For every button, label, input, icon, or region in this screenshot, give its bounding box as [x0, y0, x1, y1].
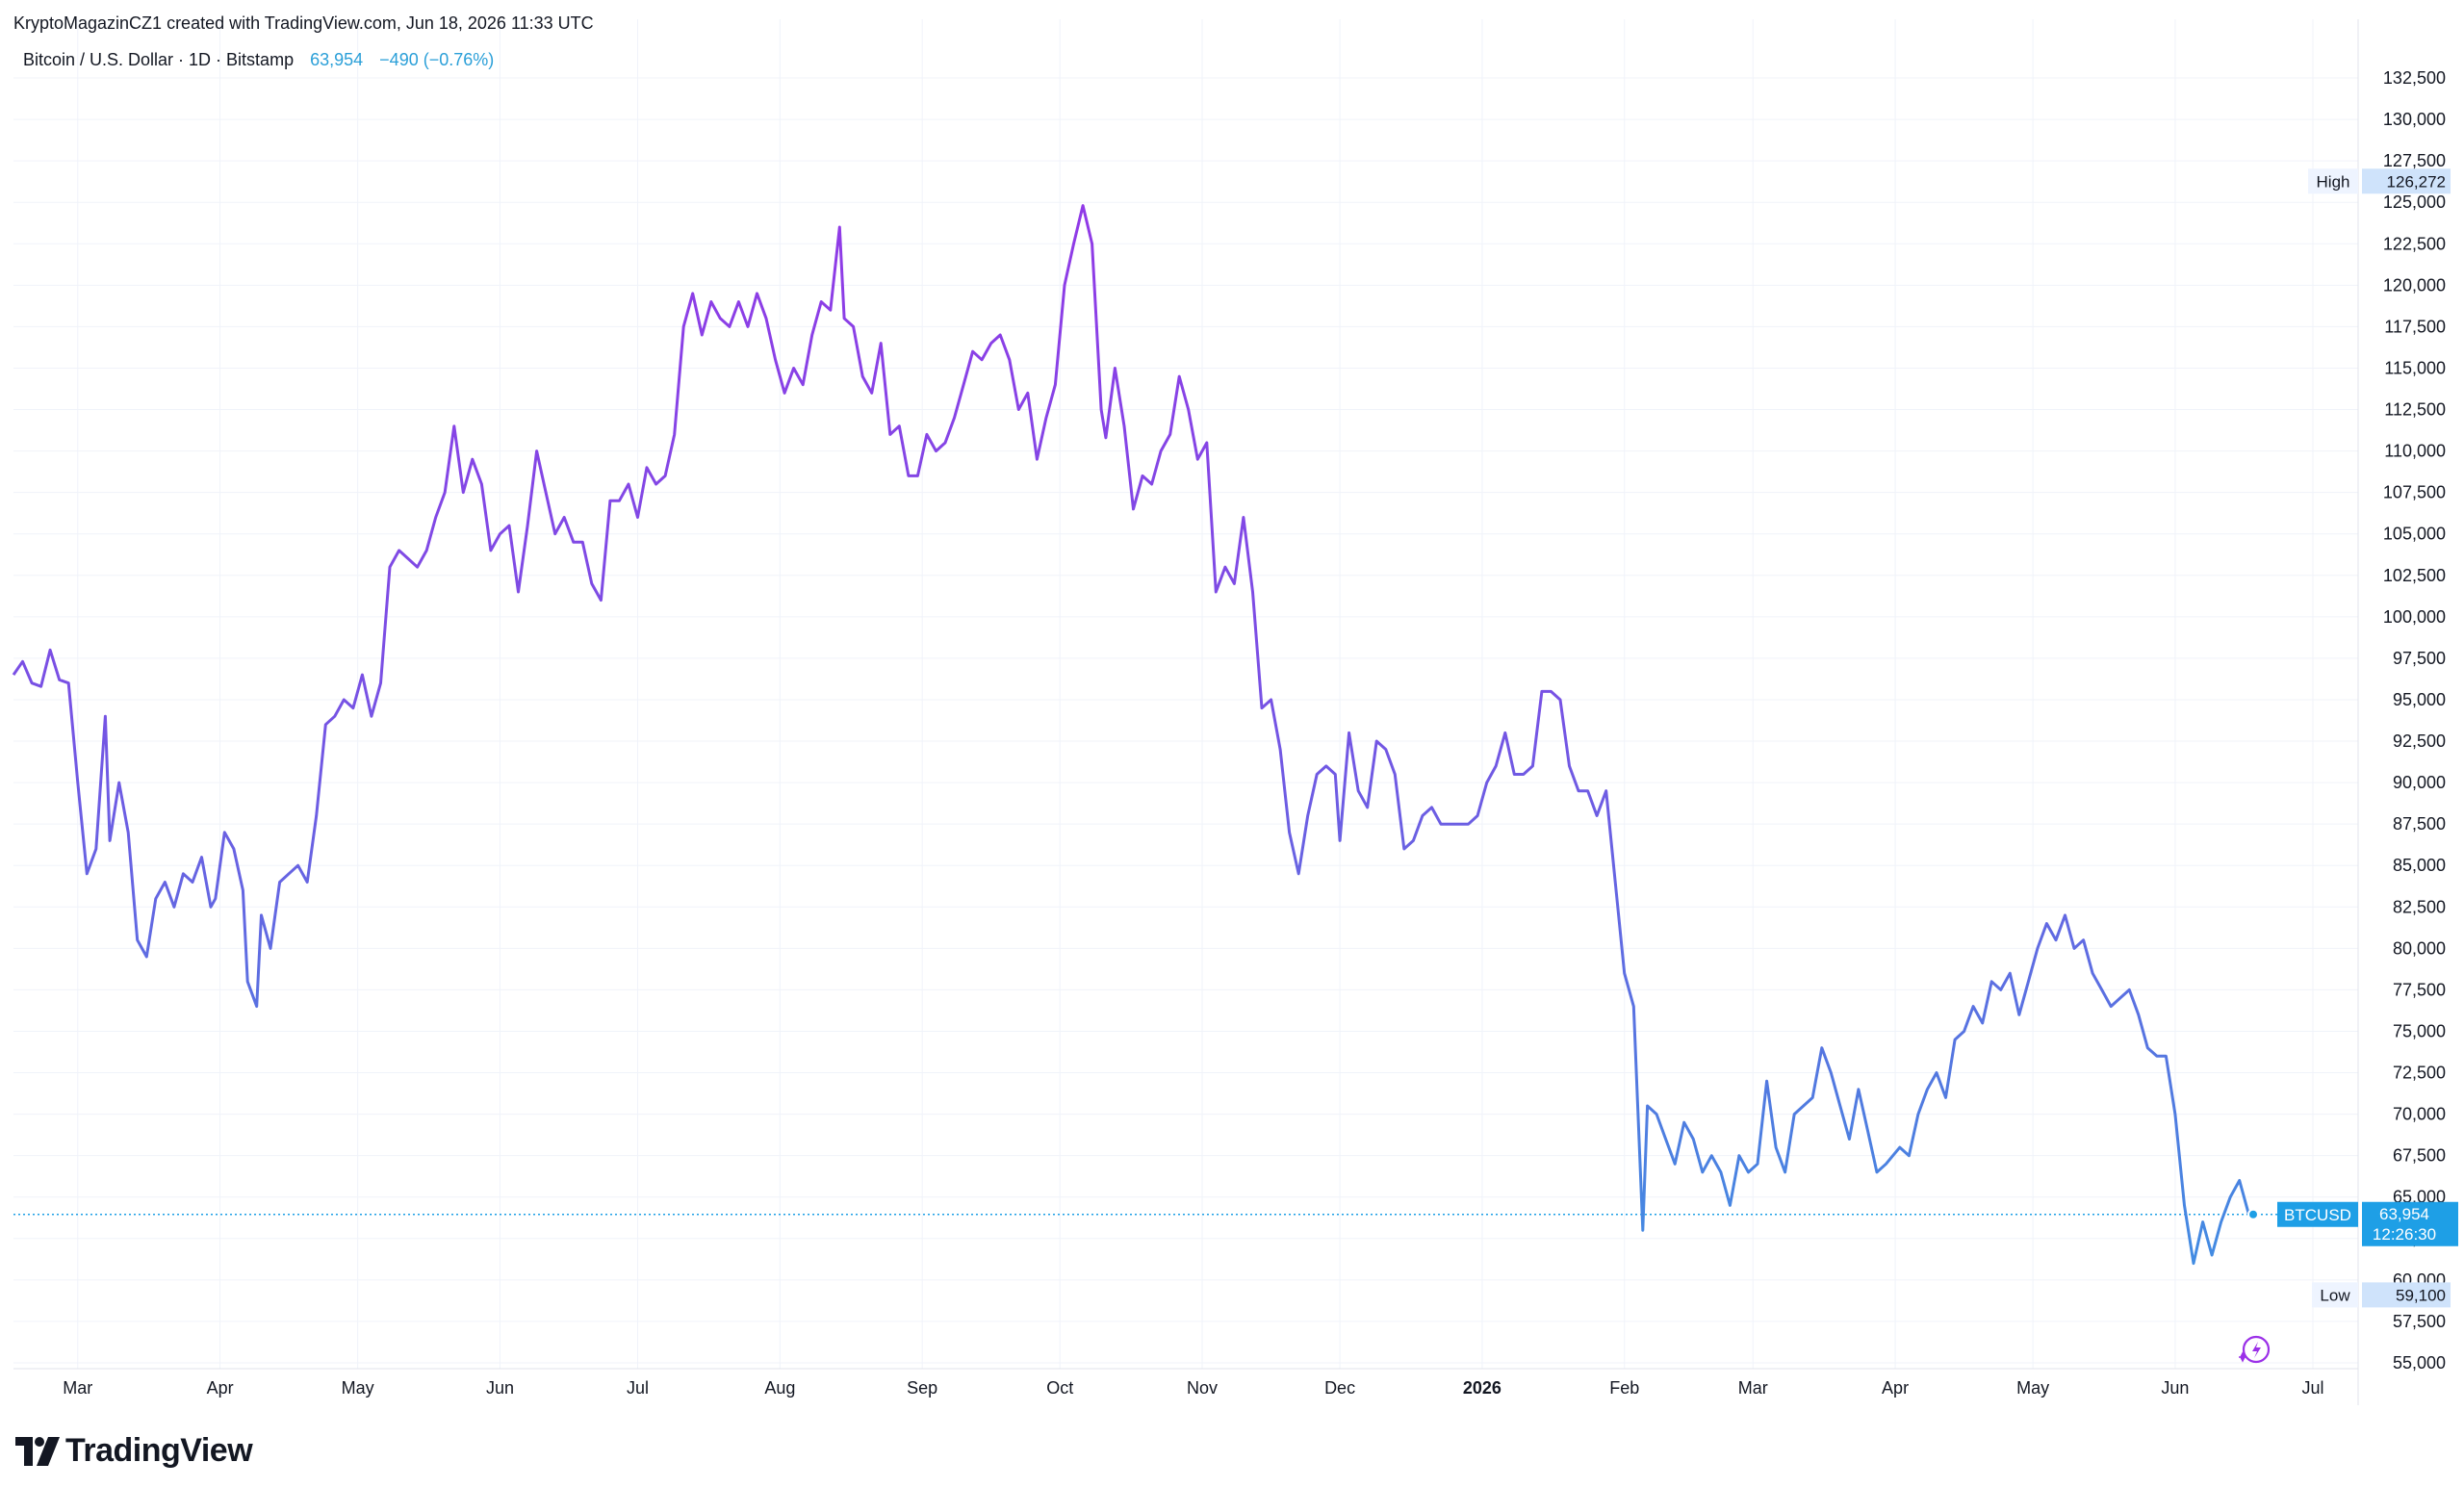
legend-last-value: 63,954	[310, 50, 364, 69]
series-line[interactable]	[12, 204, 2254, 1266]
x-tick-label: Feb	[1609, 1378, 1639, 1398]
y-tick-label: 82,500	[2393, 897, 2446, 916]
x-tick-label: May	[342, 1378, 374, 1398]
y-tick-label: 57,500	[2393, 1312, 2446, 1331]
y-tick-label: 130,000	[2383, 110, 2446, 129]
x-tick-label: Apr	[207, 1378, 234, 1398]
x-tick-label: Jun	[486, 1378, 514, 1398]
y-tick-label: 112,500	[2384, 400, 2446, 420]
y-tick-label: 117,500	[2384, 317, 2446, 336]
x-tick-label: Dec	[1324, 1378, 1355, 1398]
y-tick-label: 80,000	[2393, 938, 2446, 958]
x-tick-label: Jul	[627, 1378, 649, 1398]
series-legend: Bitcoin / U.S. Dollar · 1D · Bitstamp 63…	[23, 50, 494, 70]
y-tick-label: 125,000	[2383, 192, 2446, 212]
x-tick-label: Mar	[63, 1378, 92, 1398]
high-label-value: 126,272	[2387, 172, 2446, 191]
time-axis-labels: Mar Apr May Jun Jul Aug Sep Oct Nov Dec 2026 Feb Mar…	[63, 1378, 2323, 1398]
y-tick-label: 120,000	[2383, 275, 2446, 295]
high-label: High 126,272	[2308, 168, 2451, 194]
y-tick-label: 132,500	[2383, 68, 2446, 88]
x-tick-label: Nov	[1187, 1378, 1218, 1398]
brand-name: TradingView	[65, 1432, 253, 1469]
y-tick-label: 115,000	[2384, 358, 2446, 377]
y-tick-label: 72,500	[2393, 1064, 2446, 1083]
y-tick-label: 55,000	[2393, 1353, 2446, 1373]
y-tick-label: 70,000	[2393, 1105, 2446, 1124]
last-price-value: 63,954	[2379, 1205, 2429, 1223]
brand-logo[interactable]: TradingView	[15, 1432, 253, 1470]
x-tick-label: Sep	[907, 1378, 937, 1398]
last-price-tag: BTCUSD 63,954 12:26:30	[2277, 1201, 2458, 1246]
y-tick-label: 67,500	[2393, 1146, 2446, 1166]
y-tick-label: 122,500	[2383, 234, 2446, 253]
ticker-label: BTCUSD	[2284, 1206, 2351, 1224]
y-tick-label: 105,000	[2383, 525, 2446, 544]
x-tick-label: 2026	[1463, 1378, 1502, 1398]
bar-countdown: 12:26:30	[2373, 1225, 2436, 1244]
y-tick-label: 85,000	[2393, 856, 2446, 875]
last-point	[2247, 1208, 2260, 1220]
y-tick-label: 107,500	[2383, 483, 2446, 502]
x-tick-label: Jul	[2301, 1378, 2323, 1398]
y-tick-label: 90,000	[2393, 773, 2446, 792]
tradingview-logo-icon	[15, 1436, 60, 1466]
y-tick-label: 87,500	[2393, 814, 2446, 834]
y-tick-label: 95,000	[2393, 690, 2446, 709]
low-label-value: 59,100	[2396, 1286, 2446, 1304]
price-axis-labels: 55,00057,50060,00062,50065,00067,50070,0…	[2383, 68, 2446, 1373]
symbol-description: Bitcoin / U.S. Dollar · 1D · Bitstamp	[23, 50, 295, 69]
y-tick-label: 97,500	[2393, 649, 2446, 668]
y-tick-label: 65,000	[2393, 1188, 2446, 1207]
y-tick-label: 92,500	[2393, 731, 2446, 751]
horizontal-gridlines	[13, 77, 2358, 1364]
x-tick-label: Jun	[2161, 1378, 2189, 1398]
vertical-gridlines	[77, 19, 2314, 1369]
x-tick-label: Oct	[1046, 1378, 1073, 1398]
x-tick-label: May	[2016, 1378, 2049, 1398]
sparkle-icon[interactable]	[2239, 1335, 2271, 1364]
low-label-text: Low	[2320, 1286, 2350, 1304]
y-tick-label: 75,000	[2393, 1021, 2446, 1040]
y-tick-label: 77,500	[2393, 980, 2446, 999]
x-tick-label: Mar	[1738, 1378, 1768, 1398]
x-tick-label: Aug	[764, 1378, 795, 1398]
legend-change: −490 (−0.76%)	[379, 50, 495, 69]
y-tick-label: 127,500	[2383, 151, 2446, 170]
y-tick-label: 110,000	[2384, 442, 2446, 461]
y-tick-label: 102,500	[2383, 566, 2446, 585]
low-label: Low 59,100	[2312, 1282, 2451, 1308]
high-label-text: High	[2317, 172, 2350, 191]
chart-attribution: KryptoMagazinCZ1 created with TradingVie…	[13, 13, 594, 33]
y-tick-label: 100,000	[2383, 607, 2446, 627]
x-tick-label: Apr	[1882, 1378, 1909, 1398]
